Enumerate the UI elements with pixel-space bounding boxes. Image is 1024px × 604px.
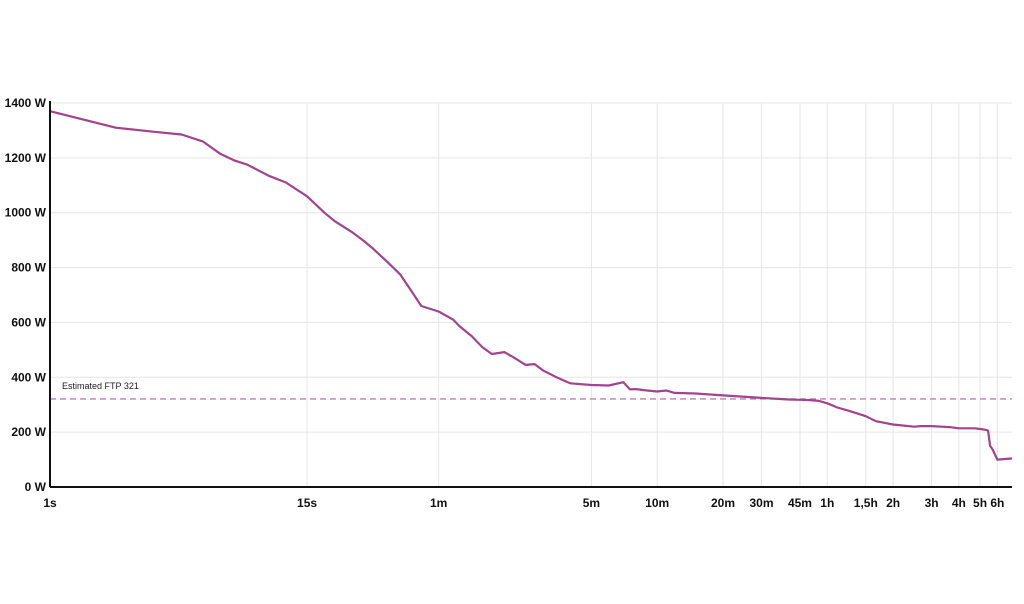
x-tick-label-10: 2h	[886, 496, 900, 510]
x-tick-label-1: 15s	[297, 496, 317, 510]
x-tick-labels: 1s 15s 1m 5m 10m 20m 30m 45m 1h 1,5h 2h 3h 4h 5h 6h	[43, 496, 1004, 510]
y-tick-label-4: 800 W	[11, 261, 46, 275]
x-tick-label-4: 10m	[645, 496, 669, 510]
y-tick-label-7: 1400 W	[5, 96, 47, 110]
x-tick-label-2: 1m	[430, 496, 447, 510]
x-tick-label-13: 5h	[973, 496, 987, 510]
x-tick-label-12: 4h	[952, 496, 966, 510]
x-tick-label-5: 20m	[711, 496, 735, 510]
series-group	[48, 110, 1013, 461]
x-tick-label-6: 30m	[749, 496, 773, 510]
ftp-reference-label: Estimated FTP 321	[62, 381, 139, 391]
x-tick-label-7: 45m	[788, 496, 812, 510]
axes-group	[49, 101, 1012, 488]
x-tick-label-14: 6h	[990, 496, 1004, 510]
y-tick-label-6: 1200 W	[5, 151, 47, 165]
y-tick-labels: 0 W 200 W 400 W 600 W 800 W 1000 W 1200 W 1400 …	[5, 96, 47, 494]
x-tick-label-11: 3h	[925, 496, 939, 510]
series-line-0	[48, 110, 1013, 461]
x-tick-label-8: 1h	[820, 496, 834, 510]
x-tick-label-9: 1,5h	[854, 496, 878, 510]
y-tick-label-5: 1000 W	[5, 206, 47, 220]
y-tick-label-3: 600 W	[11, 315, 46, 329]
y-gridlines	[50, 102, 1012, 488]
x-gridlines	[49, 103, 998, 487]
x-tick-label-3: 5m	[583, 496, 600, 510]
y-tick-label-0: 0 W	[25, 480, 47, 494]
x-tick-label-0: 1s	[43, 496, 57, 510]
ftp-reference-line-group: Estimated FTP 321	[50, 381, 1012, 400]
y-tick-label-2: 400 W	[11, 370, 46, 384]
y-tick-label-1: 200 W	[11, 425, 46, 439]
